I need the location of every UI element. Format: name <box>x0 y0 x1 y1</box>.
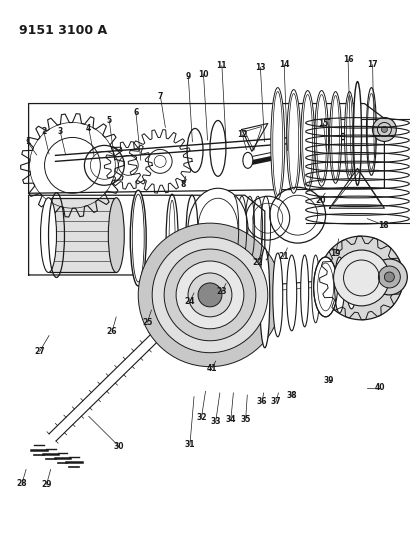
Ellipse shape <box>330 92 342 183</box>
Text: 35: 35 <box>240 415 251 424</box>
Text: 16: 16 <box>343 55 353 64</box>
Ellipse shape <box>335 257 344 313</box>
Ellipse shape <box>260 248 270 348</box>
Ellipse shape <box>346 257 356 309</box>
Ellipse shape <box>287 255 297 331</box>
Text: 5: 5 <box>107 116 112 125</box>
Ellipse shape <box>384 272 395 282</box>
Text: 4: 4 <box>86 124 91 133</box>
Ellipse shape <box>109 198 124 272</box>
Text: 11: 11 <box>217 61 227 70</box>
Ellipse shape <box>198 283 222 307</box>
Text: 12: 12 <box>237 130 247 139</box>
Text: 41: 41 <box>206 364 217 373</box>
Text: 39: 39 <box>324 376 335 385</box>
Text: 18: 18 <box>379 221 389 230</box>
Text: 37: 37 <box>270 398 281 407</box>
Text: 1: 1 <box>25 137 30 146</box>
Text: 34: 34 <box>226 415 236 424</box>
Text: 3: 3 <box>58 126 63 135</box>
Text: 6: 6 <box>133 108 139 117</box>
Text: 21: 21 <box>278 253 289 262</box>
Ellipse shape <box>41 198 56 272</box>
Ellipse shape <box>381 126 388 133</box>
Text: 10: 10 <box>198 70 209 79</box>
Text: 20: 20 <box>315 196 326 205</box>
Ellipse shape <box>188 188 248 268</box>
Text: 25: 25 <box>142 318 152 327</box>
Ellipse shape <box>372 259 407 295</box>
Text: 23: 23 <box>217 287 227 296</box>
Ellipse shape <box>334 250 389 306</box>
Text: 24: 24 <box>185 296 195 305</box>
Text: 27: 27 <box>34 347 45 356</box>
Text: 2: 2 <box>41 126 46 135</box>
Text: 19: 19 <box>330 249 341 258</box>
Ellipse shape <box>164 249 256 341</box>
Ellipse shape <box>301 91 315 190</box>
Text: 7: 7 <box>158 92 163 101</box>
Text: 9151 3100 A: 9151 3100 A <box>18 24 107 37</box>
Text: 14: 14 <box>279 60 289 69</box>
Ellipse shape <box>243 152 253 168</box>
Ellipse shape <box>320 236 403 320</box>
Text: 29: 29 <box>42 480 52 489</box>
Text: 15: 15 <box>318 118 329 127</box>
Ellipse shape <box>273 253 283 337</box>
Ellipse shape <box>379 266 400 288</box>
Text: 26: 26 <box>107 327 118 336</box>
Text: 22: 22 <box>253 258 263 266</box>
Ellipse shape <box>287 90 301 193</box>
Ellipse shape <box>372 117 396 141</box>
Ellipse shape <box>314 257 337 317</box>
Bar <box>48 198 116 272</box>
Ellipse shape <box>301 255 309 327</box>
Text: 40: 40 <box>374 383 385 392</box>
Text: 28: 28 <box>17 479 27 488</box>
Text: 36: 36 <box>257 398 267 407</box>
Text: 32: 32 <box>196 414 207 422</box>
Ellipse shape <box>152 237 268 353</box>
Text: 9: 9 <box>186 72 191 81</box>
Ellipse shape <box>188 273 232 317</box>
Ellipse shape <box>271 87 285 199</box>
Ellipse shape <box>138 223 282 367</box>
Ellipse shape <box>353 82 361 185</box>
Ellipse shape <box>130 190 146 286</box>
Ellipse shape <box>344 92 355 179</box>
Ellipse shape <box>312 255 320 323</box>
Text: 17: 17 <box>367 60 378 69</box>
Text: 31: 31 <box>185 440 195 449</box>
Text: 30: 30 <box>113 441 124 450</box>
Ellipse shape <box>176 261 244 329</box>
Text: 13: 13 <box>255 63 266 72</box>
Text: 8: 8 <box>180 180 186 189</box>
Text: 33: 33 <box>210 417 221 426</box>
Text: 38: 38 <box>286 391 297 400</box>
Ellipse shape <box>315 91 328 186</box>
